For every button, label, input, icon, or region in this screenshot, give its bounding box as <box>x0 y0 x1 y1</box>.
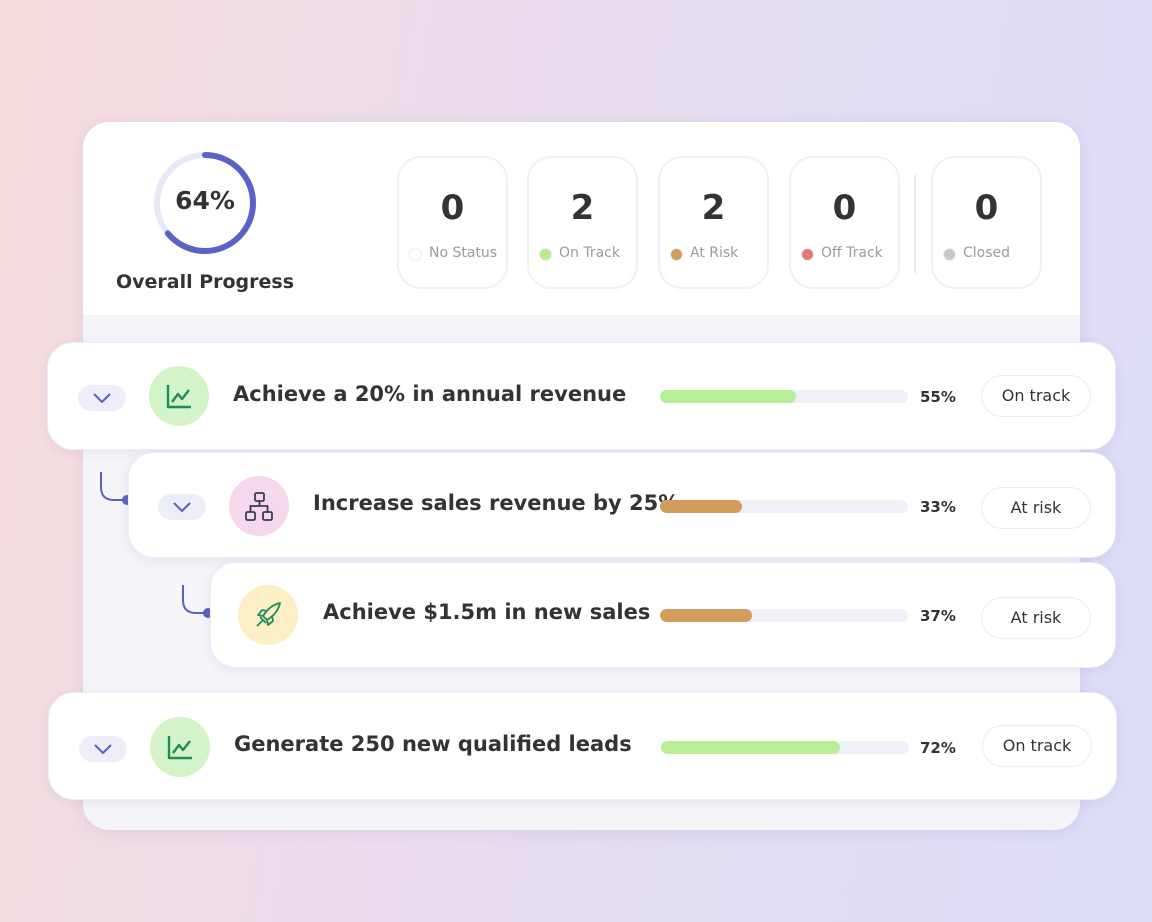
rocket-icon <box>256 602 281 627</box>
progress-bar <box>661 741 840 754</box>
progress-track <box>660 609 908 622</box>
goal-title: Generate 250 new qualified leads <box>234 732 632 756</box>
status-box[interactable]: 2 At Risk <box>658 156 769 289</box>
status-pill[interactable]: On track <box>981 375 1091 417</box>
status-label: On Track <box>559 245 620 261</box>
status-dot <box>409 248 422 261</box>
goal-icon <box>238 585 298 645</box>
status-box[interactable]: 0 Closed <box>931 156 1042 289</box>
status-pill[interactable]: At risk <box>981 597 1091 639</box>
expand-toggle[interactable] <box>78 385 126 411</box>
connector-line <box>182 585 208 614</box>
status-dot <box>801 248 814 261</box>
status-dot <box>670 248 683 261</box>
status-pill[interactable]: At risk <box>981 487 1091 529</box>
status-box[interactable]: 0 Off Track <box>789 156 900 289</box>
chart-icon <box>167 736 192 760</box>
progress-bar <box>660 390 797 403</box>
goal-title: Achieve $1.5m in new sales <box>323 600 651 624</box>
status-count: 0 <box>440 188 465 228</box>
status-label: Closed <box>963 245 1011 261</box>
progress-track <box>660 390 908 403</box>
overall-label: Overall Progress <box>115 271 295 293</box>
connector-line <box>100 472 127 501</box>
goal-icon <box>149 366 209 426</box>
progress-label: 72% <box>920 739 956 757</box>
chevron-icon <box>173 502 191 513</box>
goal-row[interactable] <box>128 452 1116 558</box>
goal-title: Increase sales revenue by 25% <box>313 491 680 515</box>
progress-label: 33% <box>920 498 956 516</box>
goal-row[interactable] <box>48 692 1117 800</box>
expand-toggle[interactable] <box>79 736 127 762</box>
chart-icon <box>166 385 191 409</box>
status-label: Off Track <box>821 245 883 261</box>
status-count: 2 <box>701 188 726 228</box>
status-count: 0 <box>974 188 999 228</box>
goal-title: Achieve a 20% in annual revenue <box>233 382 627 406</box>
progress-label: 55% <box>920 388 956 406</box>
progress-label: 37% <box>920 607 956 625</box>
status-dot <box>539 248 552 261</box>
progress-track <box>661 741 909 754</box>
ring-fill <box>154 152 256 254</box>
status-dot <box>943 248 956 261</box>
progress-bar <box>660 500 742 513</box>
goal-icon <box>229 476 289 536</box>
divider <box>914 175 916 273</box>
status-box[interactable]: 2 On Track <box>527 156 638 289</box>
chevron-icon <box>94 744 112 755</box>
status-label: No Status <box>429 245 498 261</box>
goal-icon <box>150 717 210 777</box>
progress-bar <box>660 609 752 622</box>
status-box[interactable]: 0 No Status <box>397 156 508 289</box>
expand-toggle[interactable] <box>158 494 206 520</box>
status-label: At Risk <box>690 245 739 261</box>
status-pill[interactable]: On track <box>982 725 1092 767</box>
hierarchy-icon <box>245 492 273 521</box>
progress-track <box>660 500 908 513</box>
progress-ring <box>154 152 256 254</box>
overall-value: 64% <box>175 186 235 215</box>
status-count: 0 <box>832 188 857 228</box>
chevron-icon <box>93 393 111 404</box>
goal-row[interactable] <box>47 342 1116 450</box>
status-count: 2 <box>570 188 595 228</box>
